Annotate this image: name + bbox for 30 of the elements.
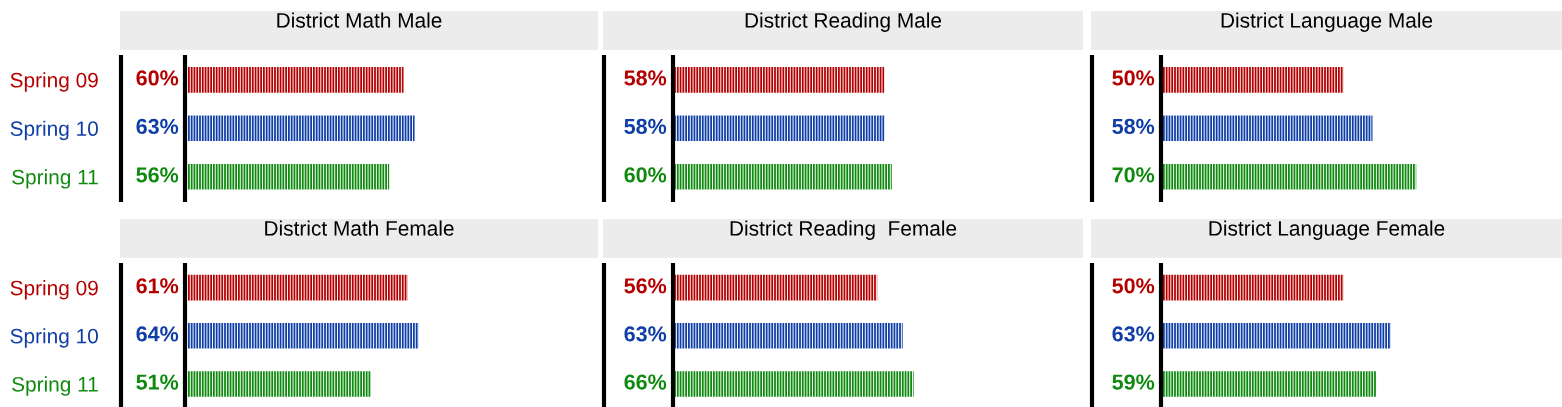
y-tick-label: Spring 10 [10, 120, 98, 141]
data-label: 63% [624, 326, 667, 342]
data-label: 51% [136, 374, 179, 390]
data-label: 56% [624, 278, 667, 294]
data-label: 64% [136, 326, 179, 342]
data-label: 56% [136, 167, 179, 183]
chart-title: District Language Male [1221, 12, 1433, 32]
chart-title: District Language Female [1209, 220, 1445, 240]
data-label: 63% [1112, 326, 1155, 342]
data-label: 59% [1112, 374, 1155, 390]
chart-title: District Reading Male [745, 12, 942, 32]
data-label: 60% [136, 70, 179, 86]
data-label: 50% [1112, 70, 1155, 86]
data-label: 58% [1112, 118, 1155, 135]
data-label: 58% [624, 70, 667, 86]
data-label: 58% [624, 118, 667, 135]
chart-title: District Math Male [277, 12, 442, 28]
data-label: 63% [136, 118, 179, 135]
y-tick-label: Spring 11 [12, 376, 98, 396]
y-tick-label: Spring 09 [10, 280, 98, 300]
chart-title: District Reading Female [730, 220, 957, 240]
data-label: 66% [624, 374, 667, 390]
y-tick-label: Spring 11 [12, 169, 98, 189]
y-tick-label: Spring 10 [10, 328, 98, 348]
data-label: 60% [624, 167, 667, 183]
y-tick-label: Spring 09 [10, 72, 98, 92]
data-label: 61% [136, 278, 179, 294]
chart-title: District Math Female [265, 220, 454, 236]
data-label: 70% [1112, 167, 1155, 183]
data-label: 50% [1112, 278, 1155, 294]
